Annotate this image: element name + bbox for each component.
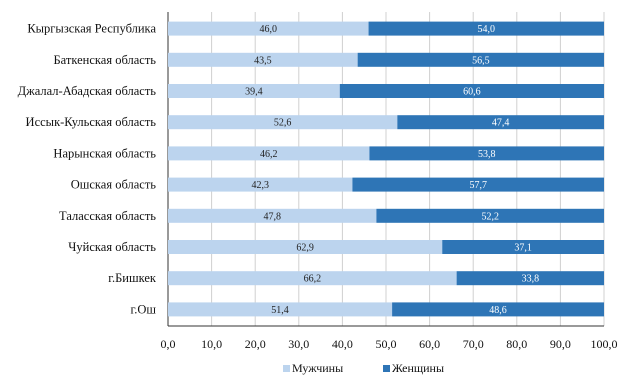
x-tick-label: 60,0 [419,337,440,351]
category-label: Нарынская область [53,146,156,160]
data-label: 47,4 [492,118,510,129]
bar-women [397,115,604,130]
x-tick-label: 30,0 [288,337,309,351]
data-label: 53,8 [478,149,496,160]
data-label: 33,8 [522,274,540,285]
bar-men [168,302,393,317]
bars [168,21,604,317]
data-label: 51,4 [271,305,289,316]
bar-men [168,52,358,67]
bar-men [168,177,353,192]
data-label: 46,2 [260,149,278,160]
data-label: 54,0 [478,24,496,35]
category-label: Ошская область [71,178,157,192]
category-label: г.Бишкек [108,271,157,285]
x-tick-label: 0,0 [161,337,176,351]
x-tick-label: 80,0 [506,337,527,351]
bar-women [339,84,604,98]
data-label: 42,3 [251,180,269,191]
data-label: 56,5 [472,55,490,66]
x-tick-label: 40,0 [332,337,353,351]
bar-men [168,271,457,286]
data-label: 66,2 [304,274,322,285]
data-label: 60,6 [463,87,481,98]
bar-women [368,21,604,36]
data-label: 62,9 [296,243,314,254]
bar-women [442,240,604,254]
data-label: 48,6 [489,305,507,316]
legend-label-men: Мужчины [292,361,343,375]
legend-label-women: Женщины [392,361,444,375]
category-label: Баткенская область [53,53,156,67]
x-tick-label: 70,0 [463,337,484,351]
category-label: г.Ош [131,302,157,316]
category-label: Иссык-Кульская область [26,115,157,129]
category-label: Таласская область [59,209,156,223]
category-labels: Кыргызская Республика Баткенская область Д… [18,22,157,317]
legend-swatch-men [283,365,290,372]
bar-men [168,115,398,130]
legend: Мужчины Женщины [283,361,444,375]
category-label: Чуйская область [68,240,156,254]
x-tick-label: 50,0 [376,337,397,351]
x-tick-label: 90,0 [550,337,571,351]
x-tick-labels: 0,0 10,0 20,0 30,0 40,0 50,0 60,0 70,0 80,0 90,0 1… [161,337,618,351]
x-tick-label: 20,0 [245,337,266,351]
data-label: 47,8 [263,211,281,222]
x-tick-label: 10,0 [201,337,222,351]
data-labels: 46,0 54,0 43,5 56,5 39,4 60,6 52,6 47,4 46,2 53,8… [245,24,539,316]
bar-women [376,208,604,223]
data-label: 37,1 [514,243,532,254]
bar-men [168,84,340,98]
x-tick-label: 100,0 [591,337,618,351]
bar-women [357,52,604,67]
bar-women [369,146,604,161]
legend-swatch-women [383,365,390,372]
bar-men [168,146,370,161]
category-label: Джалал-Абадская область [18,84,157,98]
data-label: 57,7 [469,180,487,191]
bar-women [456,271,604,286]
bar-men [168,240,443,254]
data-label: 52,2 [481,211,499,222]
data-label: 39,4 [245,87,263,98]
bar-women [392,302,604,317]
bar-men [168,208,377,223]
category-label: Кыргызская Республика [27,22,156,36]
bar-men [168,21,369,36]
data-label: 43,5 [254,55,272,66]
bar-women [352,177,604,192]
data-label: 46,0 [260,24,278,35]
data-label: 52,6 [274,118,292,129]
